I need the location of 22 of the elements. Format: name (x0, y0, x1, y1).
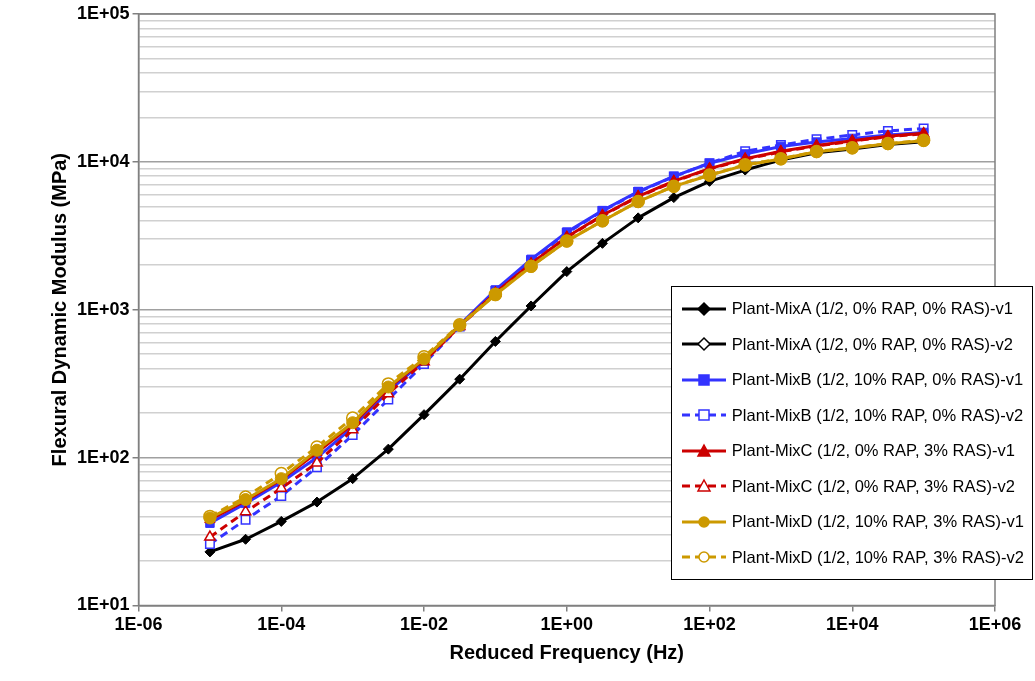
x-axis-title: Reduced Frequency (Hz) (449, 640, 685, 663)
legend-label: Plant-MixA (1/2, 0% RAP, 0% RAS)-v1 (731, 299, 1013, 319)
legend-label: Plant-MixB (1/2, 10% RAP, 0% RAS)-v2 (731, 405, 1024, 425)
y-axis-title: Flexural Dynamic Modulus (MPa) (47, 153, 70, 467)
y-tick-label: 1E+01 (76, 594, 130, 615)
y-tick-label: 1E+03 (76, 298, 130, 319)
x-tick-label: 1E-04 (257, 614, 306, 635)
x-tick-label: 1E-02 (400, 614, 449, 635)
legend-label: Plant-MixA (1/2, 0% RAP, 0% RAS)-v2 (731, 334, 1013, 354)
legend-label: Plant-MixD (1/2, 10% RAP, 3% RAS)-v2 (731, 547, 1024, 567)
legend-label: Plant-MixC (1/2, 0% RAP, 3% RAS)-v2 (731, 476, 1015, 496)
legend-label: Plant-MixC (1/2, 0% RAP, 3% RAS)-v1 (731, 441, 1015, 461)
x-tick-label: 1E+06 (968, 614, 1022, 635)
legend-label: Plant-MixD (1/2, 10% RAP, 3% RAS)-v1 (731, 512, 1024, 532)
y-tick-label: 1E+04 (76, 150, 130, 171)
legend-label: Plant-MixB (1/2, 10% RAP, 0% RAS)-v1 (731, 370, 1024, 390)
y-tick-label: 1E+05 (76, 2, 130, 23)
x-tick-label: 1E+00 (540, 614, 594, 635)
y-tick-label: 1E+02 (76, 446, 130, 467)
x-tick-label: 1E+02 (683, 614, 736, 635)
x-tick-label: 1E+04 (825, 614, 879, 635)
x-tick-label: 1E-06 (114, 614, 163, 635)
